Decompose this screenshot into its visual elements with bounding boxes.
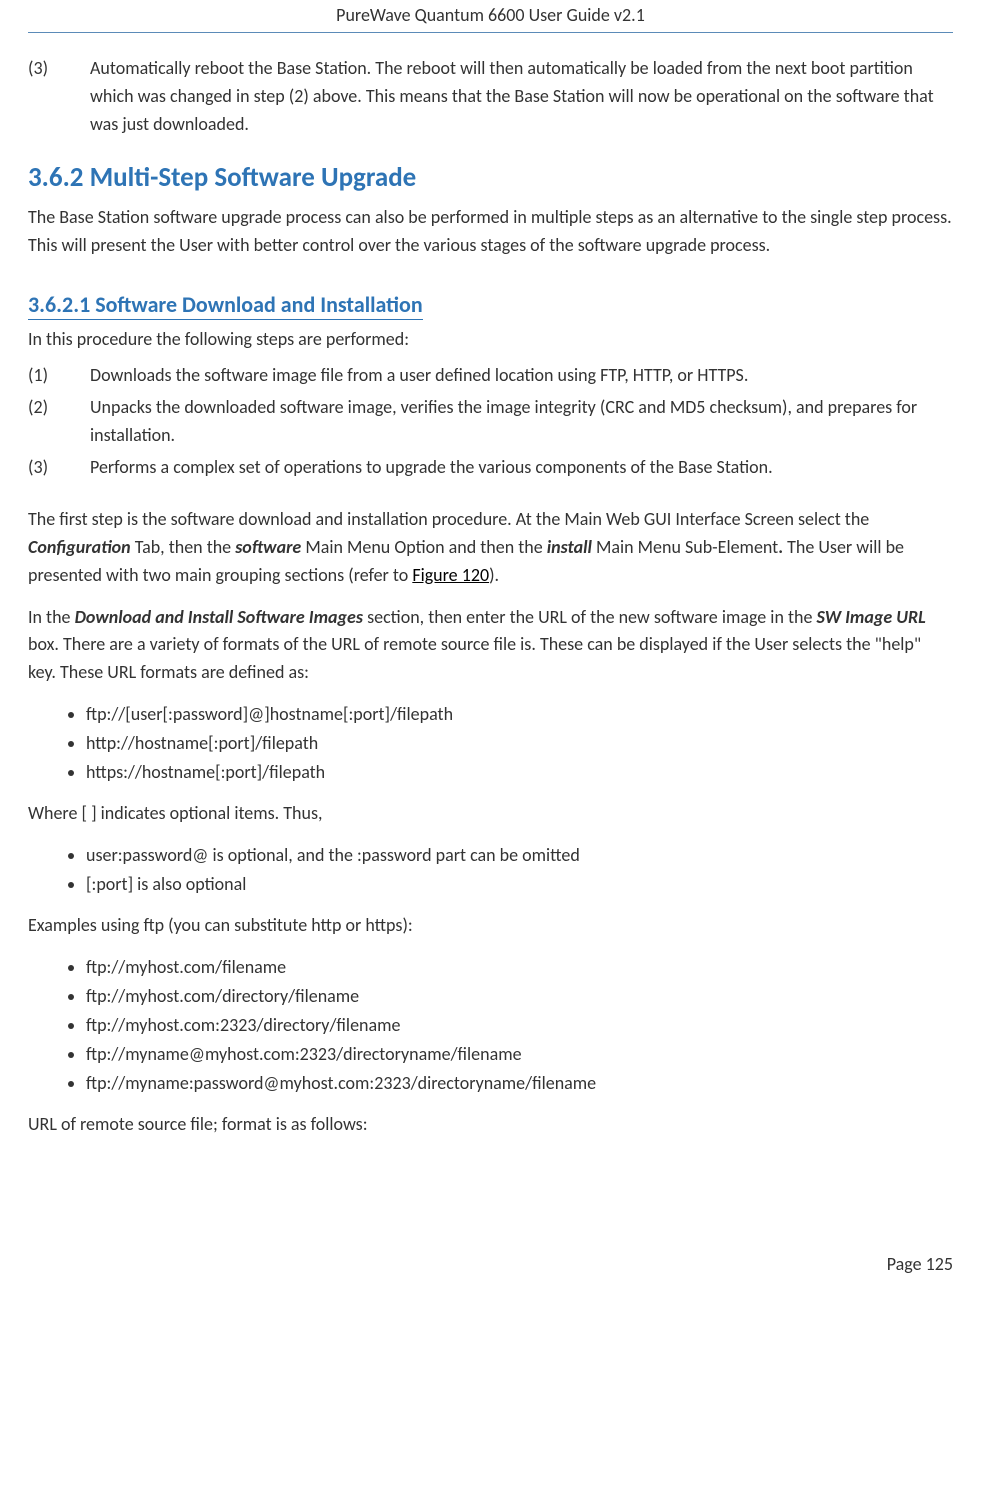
download-install-section-label: Download and Install Software Images [75, 606, 363, 628]
software-menu-label: software [235, 536, 301, 558]
intro-step-3: (3) Automatically reboot the Base Statio… [28, 55, 953, 139]
step-text: Automatically reboot the Base Station. T… [90, 55, 953, 139]
list-item: ftp://myname@myhost.com:2323/directoryna… [86, 1041, 953, 1068]
text-fragment: ). [489, 564, 499, 586]
configuration-tab-label: Configuration [28, 536, 131, 558]
list-item: ftp://myname:password@myhost.com:2323/di… [86, 1070, 953, 1097]
page-content: PureWave Quantum 6600 User Guide v2.1 (3… [0, 0, 981, 1193]
procedure-step-1: (1) Downloads the software image file fr… [28, 362, 953, 390]
text-fragment: In the [28, 606, 75, 628]
step-text: Performs a complex set of operations to … [90, 454, 953, 482]
text-fragment: Main Menu Sub-Element [592, 536, 778, 558]
page-header: PureWave Quantum 6600 User Guide v2.1 [28, 0, 953, 33]
figure-reference[interactable]: Figure 120 [412, 564, 489, 586]
procedure-step-3: (3) Performs a complex set of operations… [28, 454, 953, 482]
text-fragment: Main Menu Option and then the [301, 536, 547, 558]
text-fragment: section, then enter the URL of the new s… [363, 606, 816, 628]
subsection-heading-3-6-2-1: 3.6.2.1 Software Download and Installati… [28, 291, 423, 320]
procedure-intro: In this procedure the following steps ar… [28, 326, 953, 354]
url-remote-source-paragraph: URL of remote source file; format is as … [28, 1111, 953, 1139]
examples-intro-paragraph: Examples using ftp (you can substitute h… [28, 912, 953, 940]
list-item: [:port] is also optional [86, 871, 953, 898]
list-item: ftp://myhost.com:2323/directory/filename [86, 1012, 953, 1039]
procedure-step-2: (2) Unpacks the downloaded software imag… [28, 394, 953, 450]
install-submenu-label: install [547, 536, 592, 558]
section-heading-3-6-2: 3.6.2 Multi-Step Software Upgrade [28, 161, 953, 194]
list-item: ftp://[user[:password]@]hostname[:port]/… [86, 701, 953, 728]
step-number: (2) [28, 394, 90, 450]
optional-items-list: user:password@ is optional, and the :pas… [28, 842, 953, 898]
optional-items-paragraph: Where [ ] indicates optional items. Thus… [28, 800, 953, 828]
step-number: (1) [28, 362, 90, 390]
text-fragment: The first step is the software download … [28, 508, 869, 530]
step-text: Unpacks the downloaded software image, v… [90, 394, 953, 450]
step-text: Downloads the software image file from a… [90, 362, 953, 390]
list-item: user:password@ is optional, and the :pas… [86, 842, 953, 869]
step-number: (3) [28, 55, 90, 139]
list-item: https://hostname[:port]/filepath [86, 759, 953, 786]
list-item: ftp://myhost.com/filename [86, 954, 953, 981]
download-install-paragraph: In the Download and Install Software Ima… [28, 604, 953, 688]
text-fragment: Tab, then the [131, 536, 236, 558]
step-number: (3) [28, 454, 90, 482]
list-item: http://hostname[:port]/filepath [86, 730, 953, 757]
sw-image-url-label: SW Image URL [816, 606, 925, 628]
text-fragment: box. There are a variety of formats of t… [28, 633, 921, 683]
section-intro-paragraph: The Base Station software upgrade proces… [28, 204, 953, 260]
ftp-examples-list: ftp://myhost.com/filename ftp://myhost.c… [28, 954, 953, 1097]
url-format-list: ftp://[user[:password]@]hostname[:port]/… [28, 701, 953, 786]
first-step-paragraph: The first step is the software download … [28, 506, 953, 590]
list-item: ftp://myhost.com/directory/filename [86, 983, 953, 1010]
page-footer: Page 125 [0, 1193, 981, 1295]
